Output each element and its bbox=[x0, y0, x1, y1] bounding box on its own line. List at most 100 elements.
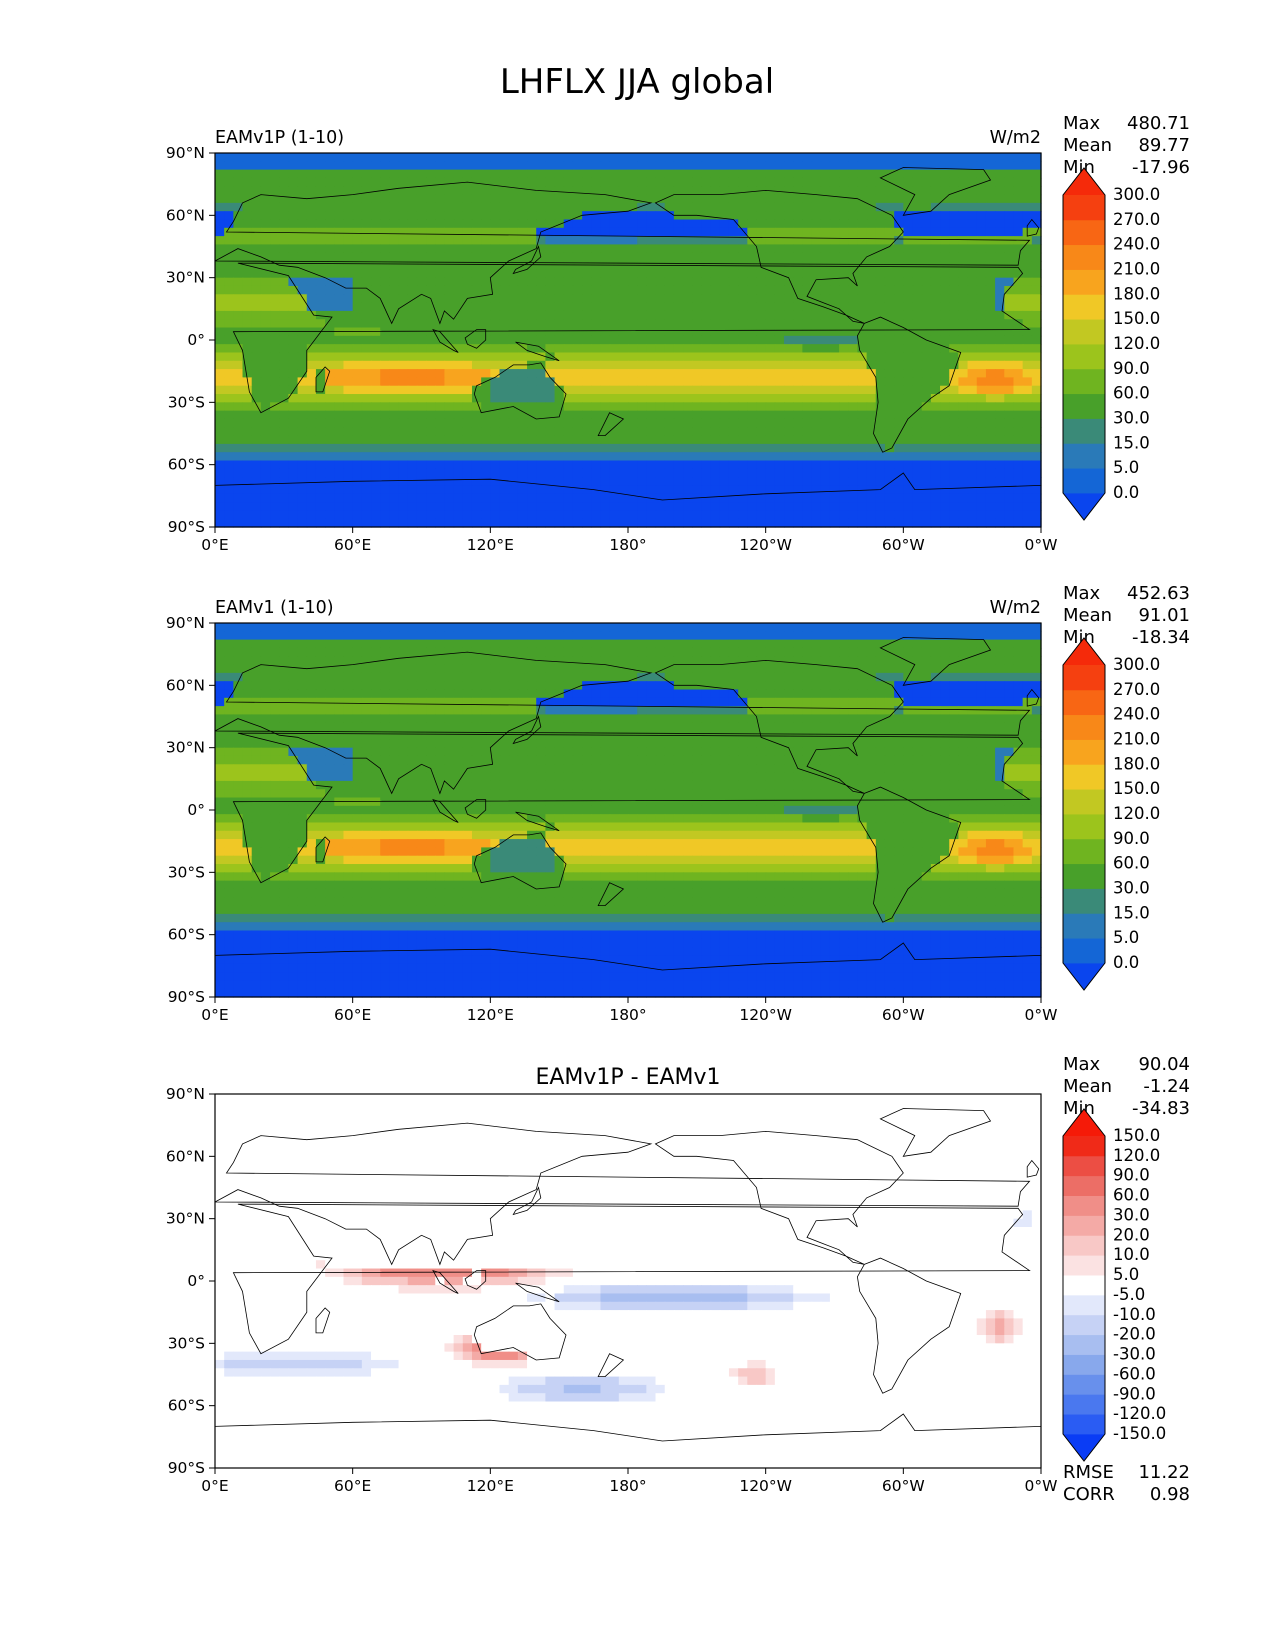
field-cell bbox=[692, 161, 703, 171]
field-cell bbox=[297, 394, 308, 403]
field-cell bbox=[995, 186, 1005, 196]
field-cell bbox=[1004, 327, 1015, 337]
field-cell bbox=[829, 427, 840, 437]
field-cell bbox=[1013, 202, 1024, 212]
field-cell bbox=[536, 502, 546, 511]
field-cell bbox=[683, 244, 693, 254]
field-cell bbox=[288, 327, 299, 337]
field-cell bbox=[884, 269, 895, 279]
field-cell bbox=[233, 377, 244, 387]
field-cell bbox=[444, 177, 455, 187]
field-cell bbox=[829, 169, 840, 179]
field-cell bbox=[297, 435, 308, 445]
field-cell bbox=[242, 310, 253, 320]
field-cell bbox=[692, 427, 703, 437]
field-cell bbox=[462, 236, 473, 246]
field-cell bbox=[765, 518, 776, 528]
field-cell bbox=[738, 219, 748, 229]
field-cell bbox=[784, 427, 794, 437]
field-cell bbox=[839, 252, 849, 262]
field-cell bbox=[820, 510, 831, 520]
field-cell bbox=[646, 656, 657, 666]
field-cell bbox=[618, 394, 629, 403]
field-cell bbox=[866, 335, 877, 345]
field-cell bbox=[444, 169, 455, 179]
field-cell bbox=[600, 352, 611, 362]
field-cell bbox=[784, 236, 794, 246]
field-cell bbox=[664, 672, 675, 682]
field-cell bbox=[976, 261, 987, 270]
field-cell bbox=[692, 664, 703, 674]
field-cell bbox=[637, 344, 647, 354]
field-cell bbox=[884, 672, 895, 682]
field-cell bbox=[728, 377, 739, 387]
field-cell bbox=[793, 252, 803, 262]
field-cell bbox=[251, 418, 262, 428]
field-cell bbox=[774, 452, 785, 462]
field-cell bbox=[884, 244, 895, 254]
field-cell bbox=[288, 153, 299, 162]
field-cell bbox=[820, 443, 831, 453]
field-cell bbox=[572, 244, 583, 254]
field-cell bbox=[325, 377, 335, 387]
field-cell bbox=[673, 285, 684, 295]
field-cell bbox=[637, 427, 647, 437]
field-cell bbox=[545, 664, 556, 674]
field-cell bbox=[591, 639, 602, 649]
field-cell bbox=[572, 269, 583, 279]
field-cell bbox=[646, 502, 657, 511]
field-cell bbox=[738, 477, 748, 487]
field-cell bbox=[407, 623, 418, 632]
field-cell bbox=[251, 672, 262, 682]
field-cell bbox=[270, 647, 280, 657]
field-cell bbox=[628, 510, 638, 520]
field-cell bbox=[233, 335, 244, 345]
field-cell bbox=[728, 402, 739, 412]
field-cell bbox=[930, 402, 941, 412]
field-cell bbox=[297, 681, 308, 691]
field-cell bbox=[609, 236, 620, 246]
field-cell bbox=[508, 418, 519, 428]
field-cell bbox=[416, 161, 427, 171]
field-cell bbox=[453, 639, 464, 649]
field-cell bbox=[710, 186, 721, 196]
field-cell bbox=[793, 631, 803, 641]
field-cell bbox=[839, 681, 849, 691]
field-cell bbox=[371, 639, 381, 649]
field-cell bbox=[793, 285, 803, 295]
field-cell bbox=[325, 418, 335, 428]
field-cell bbox=[618, 252, 629, 262]
field-cell bbox=[820, 244, 831, 254]
field-cell bbox=[765, 681, 776, 691]
field-cell bbox=[655, 310, 666, 320]
field-cell bbox=[673, 427, 684, 437]
field-cell bbox=[839, 277, 849, 287]
field-cell bbox=[371, 502, 381, 511]
field-cell bbox=[628, 418, 638, 428]
field-cell bbox=[609, 186, 620, 196]
field-cell bbox=[958, 418, 969, 428]
field-cell bbox=[453, 681, 464, 691]
field-cell bbox=[582, 310, 592, 320]
field-cell bbox=[490, 194, 501, 204]
field-cell bbox=[765, 153, 776, 162]
field-cell bbox=[894, 418, 904, 428]
field-cell bbox=[930, 211, 941, 221]
field-cell bbox=[793, 161, 803, 171]
field-cell bbox=[554, 697, 565, 707]
field-cell bbox=[591, 269, 602, 279]
field-cell bbox=[848, 468, 859, 478]
field-cell bbox=[765, 177, 776, 187]
field-cell bbox=[233, 319, 244, 329]
field-cell bbox=[646, 402, 657, 412]
field-cell bbox=[701, 352, 712, 362]
field-cell bbox=[976, 227, 987, 237]
field-cell bbox=[857, 394, 868, 403]
field-cell bbox=[921, 285, 932, 295]
field-cell bbox=[288, 219, 299, 229]
field-cell bbox=[315, 631, 326, 641]
field-cell bbox=[958, 369, 969, 378]
field-cell bbox=[334, 294, 345, 304]
field-cell bbox=[398, 153, 409, 162]
field-cell bbox=[848, 435, 859, 445]
